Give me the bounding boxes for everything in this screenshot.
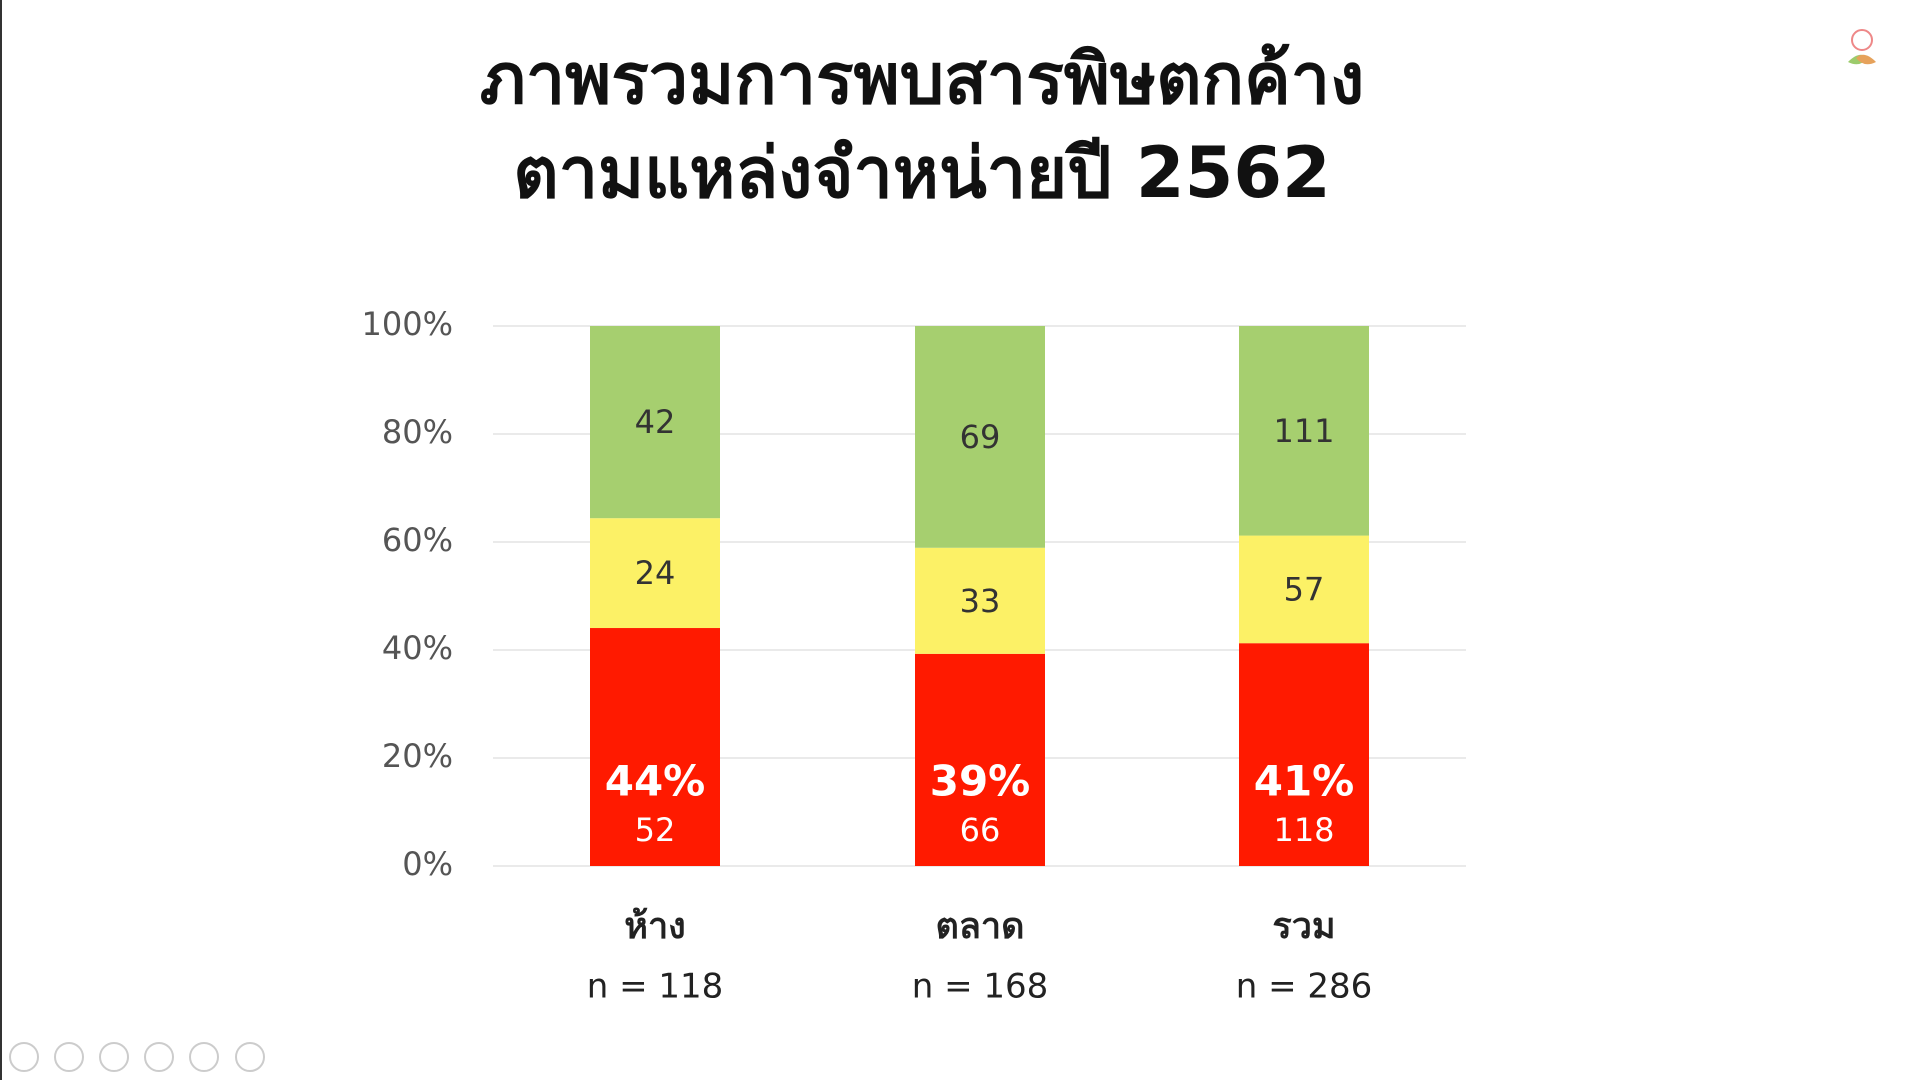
x-tick-label: ห้าง [624,906,686,947]
logo [1848,29,1876,65]
bar-segment [1239,326,1369,536]
y-tick-label: 40% [382,629,453,667]
bar-segment [915,653,1045,866]
count-label: 24 [635,554,676,592]
bar-segment [915,326,1045,548]
category-note: n = 168 [912,967,1049,1007]
x-tick-label: รวม [1272,906,1335,947]
bar-segment [1239,535,1369,644]
bar-segment [590,326,720,519]
y-tick-label: 0% [402,845,453,883]
count-label: 42 [635,403,676,441]
count-label: 118 [1273,811,1334,849]
count-label: 66 [960,811,1001,849]
chart-title: ภาพรวมการพบสารพิษตกค้าง [480,38,1365,120]
value-label: 41% [1254,757,1355,806]
count-label: 57 [1284,570,1325,608]
bar-segment [1239,643,1369,866]
slide-controls [9,1042,265,1072]
chart-title: ตามแหล่งจำหน่ายปี 2562 [513,132,1331,214]
count-label: 69 [960,418,1001,456]
bar-segment [915,547,1045,654]
count-label: 111 [1273,412,1334,450]
y-tick-label: 80% [382,413,453,451]
y-tick-label: 60% [382,521,453,559]
bar-segment [590,628,720,866]
category-note: n = 118 [587,967,724,1007]
x-tick-label: ตลาด [935,906,1024,947]
value-label: 39% [930,757,1031,806]
count-label: 33 [960,582,1001,620]
y-tick-label: 100% [362,305,453,343]
bar-segment [590,518,720,629]
y-tick-label: 20% [382,737,453,775]
category-note: n = 286 [1236,967,1373,1007]
count-label: 52 [635,811,676,849]
edge [0,0,2,1080]
value-label: 44% [605,757,706,806]
